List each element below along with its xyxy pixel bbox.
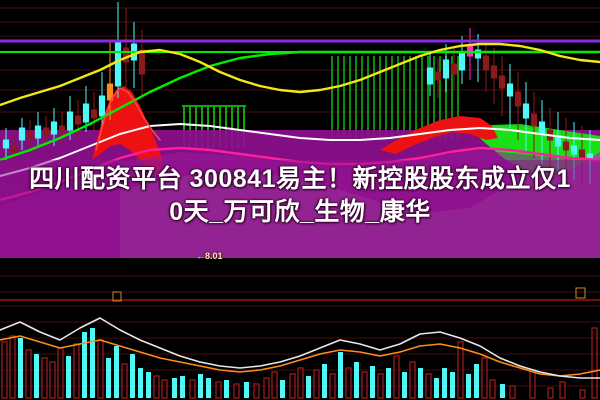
price-marker-label: ←8.01	[196, 251, 223, 261]
ma-line-green	[0, 50, 600, 162]
volume-gridlines	[0, 275, 600, 387]
volume-ma-orange	[0, 335, 600, 377]
left-marker-icon	[112, 291, 122, 302]
right-marker-icon	[575, 287, 586, 299]
volume-panel-bg	[0, 258, 600, 400]
ribbon-red-upper-edge	[95, 87, 161, 151]
ma-line-white	[0, 123, 600, 177]
title-scrim	[0, 160, 600, 258]
volume-ma-white	[0, 317, 600, 379]
red-ribbon-area-right	[380, 116, 498, 154]
volume-bars	[1, 327, 598, 399]
ma-line-yellow	[0, 42, 600, 107]
